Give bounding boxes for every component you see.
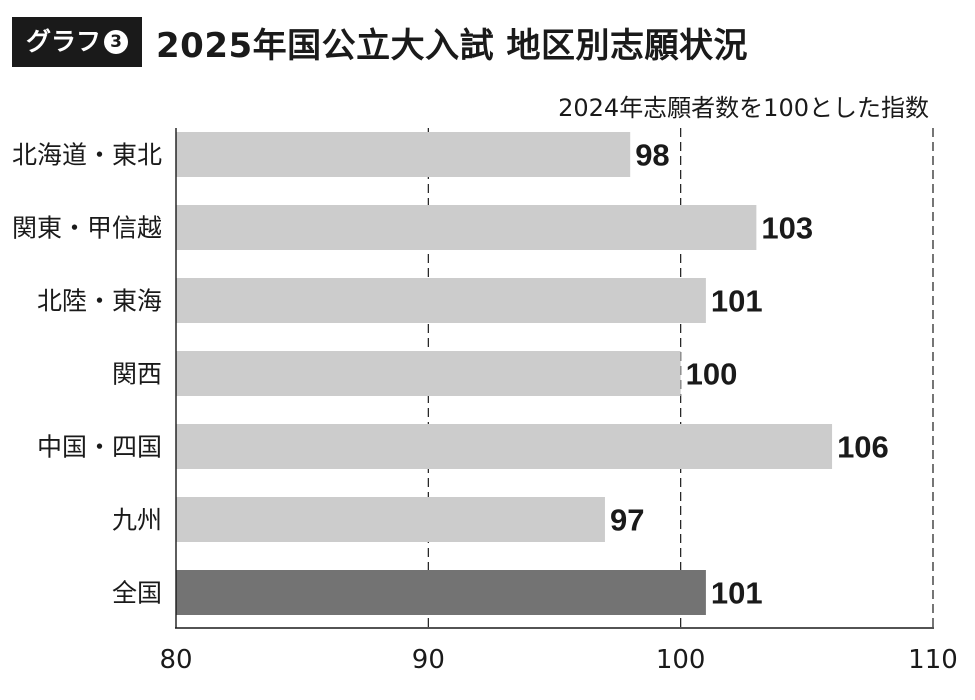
bar: [176, 497, 605, 542]
bar: [176, 570, 706, 615]
data-label: 98: [635, 138, 669, 173]
chart-header: グラフ 3 2025年国公立大入試 地区別志願状況: [12, 14, 748, 70]
data-label: 106: [837, 430, 889, 465]
bar: [176, 132, 631, 177]
category-label: 関東・甲信越: [12, 214, 162, 243]
bar: [176, 424, 833, 469]
x-tick-label: 100: [656, 645, 706, 675]
data-label: 100: [686, 357, 738, 392]
page-title: 2025年国公立大入試 地区別志願状況: [156, 25, 748, 66]
category-label: 北海道・東北: [12, 141, 162, 170]
x-tick-label: 110: [908, 645, 958, 675]
graph-badge-number: 3: [104, 30, 129, 54]
bar: [176, 351, 681, 396]
category-label: 北陸・東海: [37, 287, 162, 316]
category-label: 中国・四国: [37, 433, 162, 462]
x-tick-label: 90: [412, 645, 445, 675]
data-label: 103: [761, 211, 813, 246]
data-label: 101: [711, 576, 763, 611]
bar: [176, 205, 757, 250]
data-label: 101: [711, 284, 763, 319]
category-label: 全国: [112, 579, 162, 608]
category-label: 関西: [112, 360, 162, 389]
x-tick-label: 80: [159, 645, 192, 675]
bar: [176, 278, 706, 323]
graph-badge: グラフ 3: [12, 17, 143, 67]
category-label: 九州: [112, 506, 162, 535]
data-label: 97: [610, 503, 644, 538]
graph-badge-label: グラフ: [26, 27, 102, 56]
chart-subtitle: 2024年志願者数を100とした指数: [558, 94, 929, 122]
